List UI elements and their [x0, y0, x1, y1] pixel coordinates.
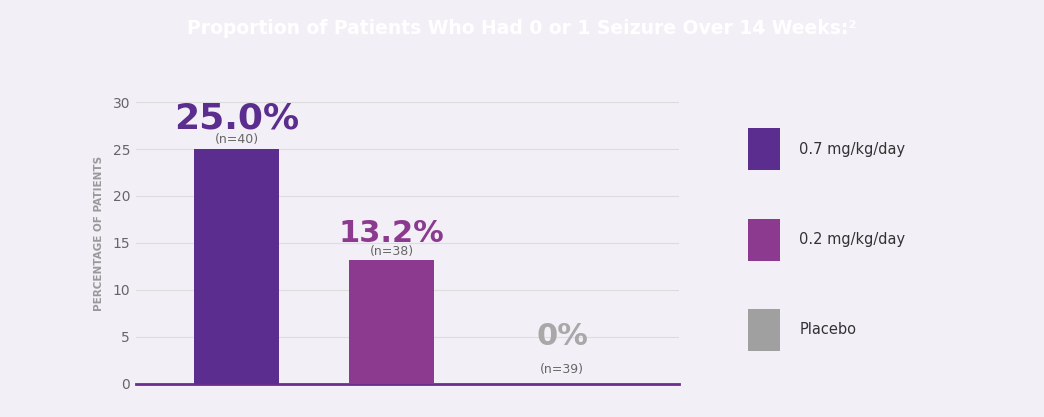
FancyBboxPatch shape: [748, 219, 781, 261]
Text: (n=38): (n=38): [370, 245, 413, 258]
Text: 0.2 mg/kg/day: 0.2 mg/kg/day: [800, 232, 905, 247]
Text: 25.0%: 25.0%: [174, 101, 299, 135]
Text: 0%: 0%: [537, 322, 588, 351]
Text: (n=39): (n=39): [540, 363, 585, 376]
Bar: [349, 260, 434, 384]
Y-axis label: PERCENTAGE OF PATIENTS: PERCENTAGE OF PATIENTS: [94, 156, 104, 311]
Text: 13.2%: 13.2%: [338, 219, 445, 248]
Text: Placebo: Placebo: [800, 322, 856, 337]
Text: 0.7 mg/kg/day: 0.7 mg/kg/day: [800, 142, 905, 157]
Text: (n=40): (n=40): [214, 133, 259, 146]
Bar: [194, 149, 279, 384]
Text: Proportion of Patients Who Had 0 or 1 Seizure Over 14 Weeks:²: Proportion of Patients Who Had 0 or 1 Se…: [187, 19, 857, 38]
FancyBboxPatch shape: [748, 128, 781, 171]
FancyBboxPatch shape: [748, 309, 781, 351]
